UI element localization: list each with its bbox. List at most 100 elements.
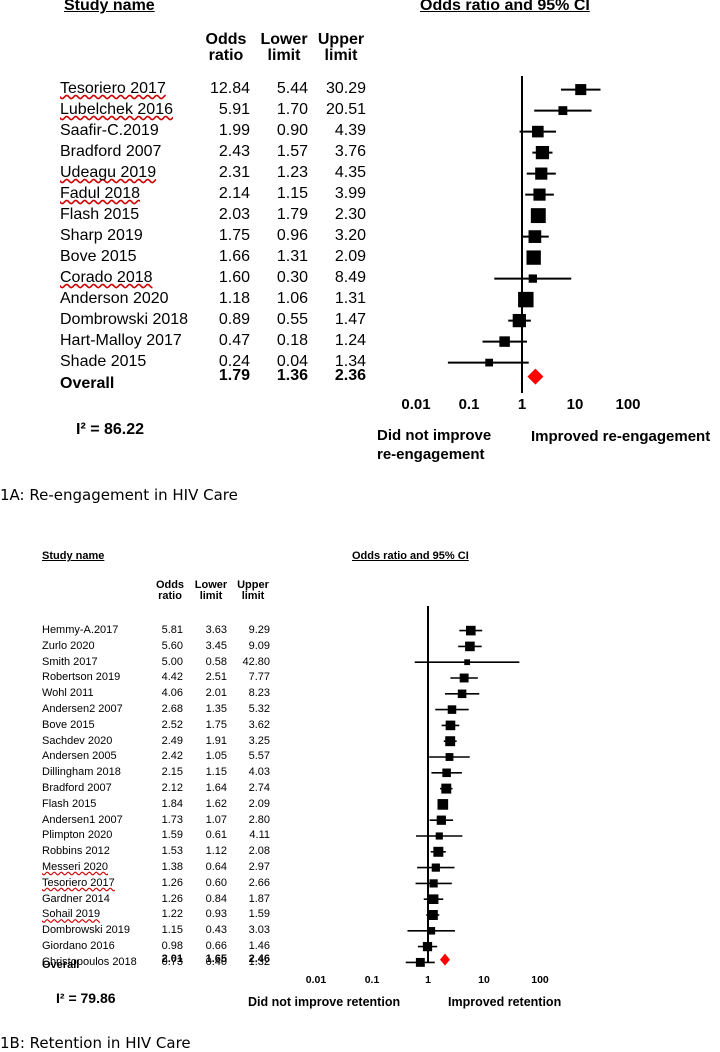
point-estimate-marker (575, 84, 587, 96)
odds-ratio-value: 1.75 (218, 227, 250, 244)
lower-limit-value: 0.18 (276, 332, 308, 349)
point-estimate-marker (530, 208, 546, 224)
point-estimate-marker (535, 167, 548, 180)
upper-limit-value: 5.32 (248, 703, 270, 715)
point-estimate-marker (427, 910, 438, 920)
study-name: Anderson 2020 (60, 290, 169, 307)
point-estimate-marker (429, 879, 438, 888)
upper-limit-value: 1.87 (248, 892, 270, 905)
panel-caption: 1B: Retention in HIV Care (0, 1034, 191, 1052)
study-name: Andersen 2005 (42, 750, 117, 763)
upper-limit-value: 2.80 (248, 813, 270, 826)
odds-ratio-value: 0.98 (161, 940, 183, 952)
odds-ratio-value: 0.73 (161, 955, 183, 968)
point-estimate-marker (457, 689, 467, 699)
study-name-header: Study name (42, 550, 105, 562)
forest-plot-area: 0.01 0.1 1 10 100 (401, 76, 641, 413)
upper-limit-value: 2.09 (248, 797, 270, 810)
upper-limit-value: 8.23 (248, 687, 270, 700)
lower-limit-value: 2.01 (205, 687, 227, 700)
point-estimate-marker (428, 894, 439, 904)
odds-ratio-value: 1.26 (161, 892, 183, 905)
lower-limit-value: 0.64 (205, 861, 227, 873)
lower-limit-value: 1.31 (276, 248, 308, 265)
col-header-line: ratio (208, 47, 244, 64)
upper-limit-value: 3.20 (334, 227, 366, 244)
upper-limit-value: 3.99 (334, 185, 366, 202)
overall-effect-diamond (527, 368, 544, 385)
lower-limit-value: 1.91 (205, 734, 227, 747)
lower-limit-value: 0.30 (276, 269, 308, 286)
lower-limit-value: 0.66 (205, 940, 227, 952)
favors-left-line: re-engagement (377, 446, 485, 463)
overall-lower-limit: 1.65 (205, 953, 227, 965)
point-estimate-marker (518, 291, 534, 308)
col-header-line: ratio (158, 590, 182, 602)
favors-left-label: Did not improve re-engagement (377, 426, 491, 464)
study-name: Udeagu 2019 (60, 164, 157, 181)
odds-ratio-value: 2.68 (161, 703, 183, 715)
lower-limit-value: 1.05 (205, 750, 227, 763)
lower-limit-value: 0.58 (205, 655, 227, 668)
odds-ratio-value: 1.18 (218, 290, 250, 307)
upper-limit-value: 1.32 (248, 955, 270, 968)
upper-limit-value: 1.34 (334, 353, 366, 370)
point-estimate-marker (445, 753, 454, 761)
odds-ratio-value: 2.49 (161, 734, 183, 747)
point-estimate-marker (442, 768, 451, 778)
point-estimate-marker (528, 230, 542, 243)
point-estimate-marker (464, 659, 471, 666)
lower-limit-value: 0.04 (276, 353, 308, 370)
upper-limit-value: 1.24 (334, 332, 366, 349)
upper-limit-value: 7.77 (248, 671, 270, 684)
odds-ratio-value: 2.14 (218, 185, 250, 202)
lower-limit-value: 1.06 (276, 290, 308, 307)
lower-limit-value: 0.40 (205, 955, 227, 968)
point-estimate-marker (528, 274, 537, 283)
plot-header: Odds ratio and 95% CI (352, 550, 469, 562)
lower-limit-value: 1.07 (205, 813, 227, 826)
point-estimate-marker (422, 941, 433, 952)
upper-limit-value: 5.57 (248, 750, 270, 763)
heterogeneity-stat: I² = 79.86 (56, 990, 116, 1006)
study-name: Flash 2015 (42, 797, 97, 810)
upper-limit-value: 8.49 (334, 269, 366, 286)
odds-ratio-value: 1.38 (161, 861, 183, 873)
point-estimate-marker (431, 863, 440, 872)
upper-limit-value: 2.74 (248, 782, 270, 794)
upper-limit-value: 2.66 (248, 876, 270, 889)
odds-ratio-value: 1.99 (218, 122, 250, 139)
overall-effect-diamond (439, 953, 450, 966)
lower-limit-value: 1.62 (205, 797, 227, 810)
upper-limit-value: 1.47 (334, 311, 366, 328)
lower-limit-value: 3.63 (205, 624, 227, 636)
plot-header: Odds ratio and 95% CI (420, 0, 590, 14)
x-axis-tick-label: 0.1 (365, 974, 380, 986)
upper-limit-value: 2.97 (248, 861, 270, 873)
odds-ratio-value: 1.26 (161, 876, 183, 889)
point-estimate-marker (485, 358, 494, 367)
favors-right-label: Improved re-engagement (531, 428, 711, 445)
study-name: Bove 2015 (60, 248, 137, 265)
study-name: Hart-Malloy 2017 (60, 332, 182, 349)
odds-ratio-value: 4.06 (161, 687, 183, 700)
study-name: Fadul 2018 (60, 185, 141, 202)
x-axis-tick-label: 0.01 (401, 396, 430, 413)
upper-limit-value: 2.09 (334, 248, 366, 265)
lower-limit-value: 5.44 (276, 80, 308, 97)
point-estimate-marker (415, 957, 425, 967)
odds-ratio-value: 2.52 (161, 718, 183, 731)
study-name: Robertson 2019 (42, 671, 121, 684)
study-name: Zurlo 2020 (42, 639, 95, 652)
x-axis-tick-label: 100 (615, 396, 640, 413)
overall-odds-ratio: 2.01 (161, 953, 183, 965)
odds-ratio-value: 2.42 (161, 750, 183, 763)
upper-limit-value: 9.09 (248, 639, 270, 652)
upper-limit-value: 3.25 (248, 734, 270, 747)
overall-lower-limit: 1.36 (276, 367, 308, 384)
lower-limit-value: 0.60 (205, 876, 227, 889)
upper-limit-value: 30.29 (325, 80, 366, 97)
col-header-line: Lower (194, 579, 228, 591)
point-estimate-marker (437, 799, 449, 810)
odds-ratio-value: 2.03 (218, 206, 250, 223)
